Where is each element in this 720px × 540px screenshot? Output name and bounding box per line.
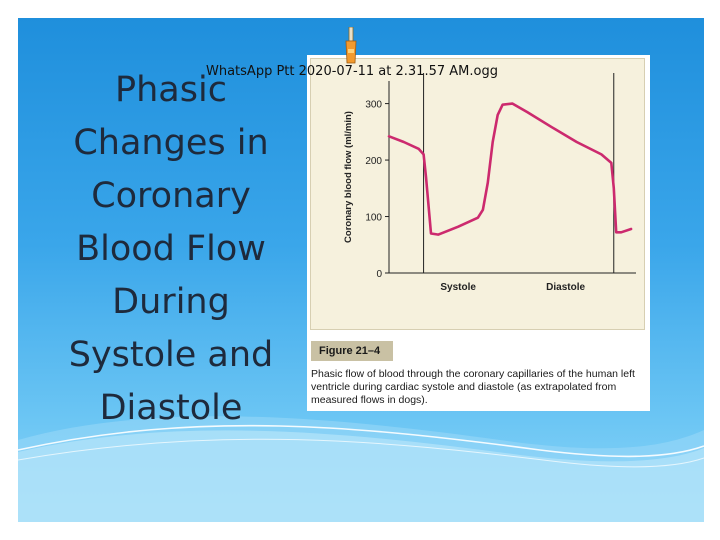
coronary-flow-chart: 0 100 200 300 Coronary blood flow (ml/min) Sy… xyxy=(343,73,636,293)
audio-attachment-label[interactable]: WhatsApp Ptt 2020-07-11 at 2.31.57 AM.og… xyxy=(206,64,498,79)
y-tick-label-200: 200 xyxy=(365,156,382,167)
y-tick-label-300: 300 xyxy=(365,100,382,111)
figure-card: 0 100 200 300 Coronary blood flow (ml/min) Sy… xyxy=(307,55,650,411)
phase-label-systole: Systole xyxy=(440,282,476,293)
audio-file-icon[interactable] xyxy=(344,27,358,65)
figure-label: Figure 21–4 xyxy=(311,341,393,361)
slide-title: Phasic Changes in Coronary Blood Flow Du… xyxy=(68,70,274,428)
y-tick-label-0: 0 xyxy=(376,269,382,280)
phase-label-diastole: Diastole xyxy=(546,282,585,293)
chart-frame: 0 100 200 300 Coronary blood flow (ml/min) Sy… xyxy=(310,58,645,330)
y-tick-label-100: 100 xyxy=(365,213,382,224)
series-line-coronary-flow xyxy=(387,102,633,236)
y-axis-label: Coronary blood flow (ml/min) xyxy=(343,111,354,243)
figure-caption: Phasic flow of blood through the coronar… xyxy=(311,368,635,406)
